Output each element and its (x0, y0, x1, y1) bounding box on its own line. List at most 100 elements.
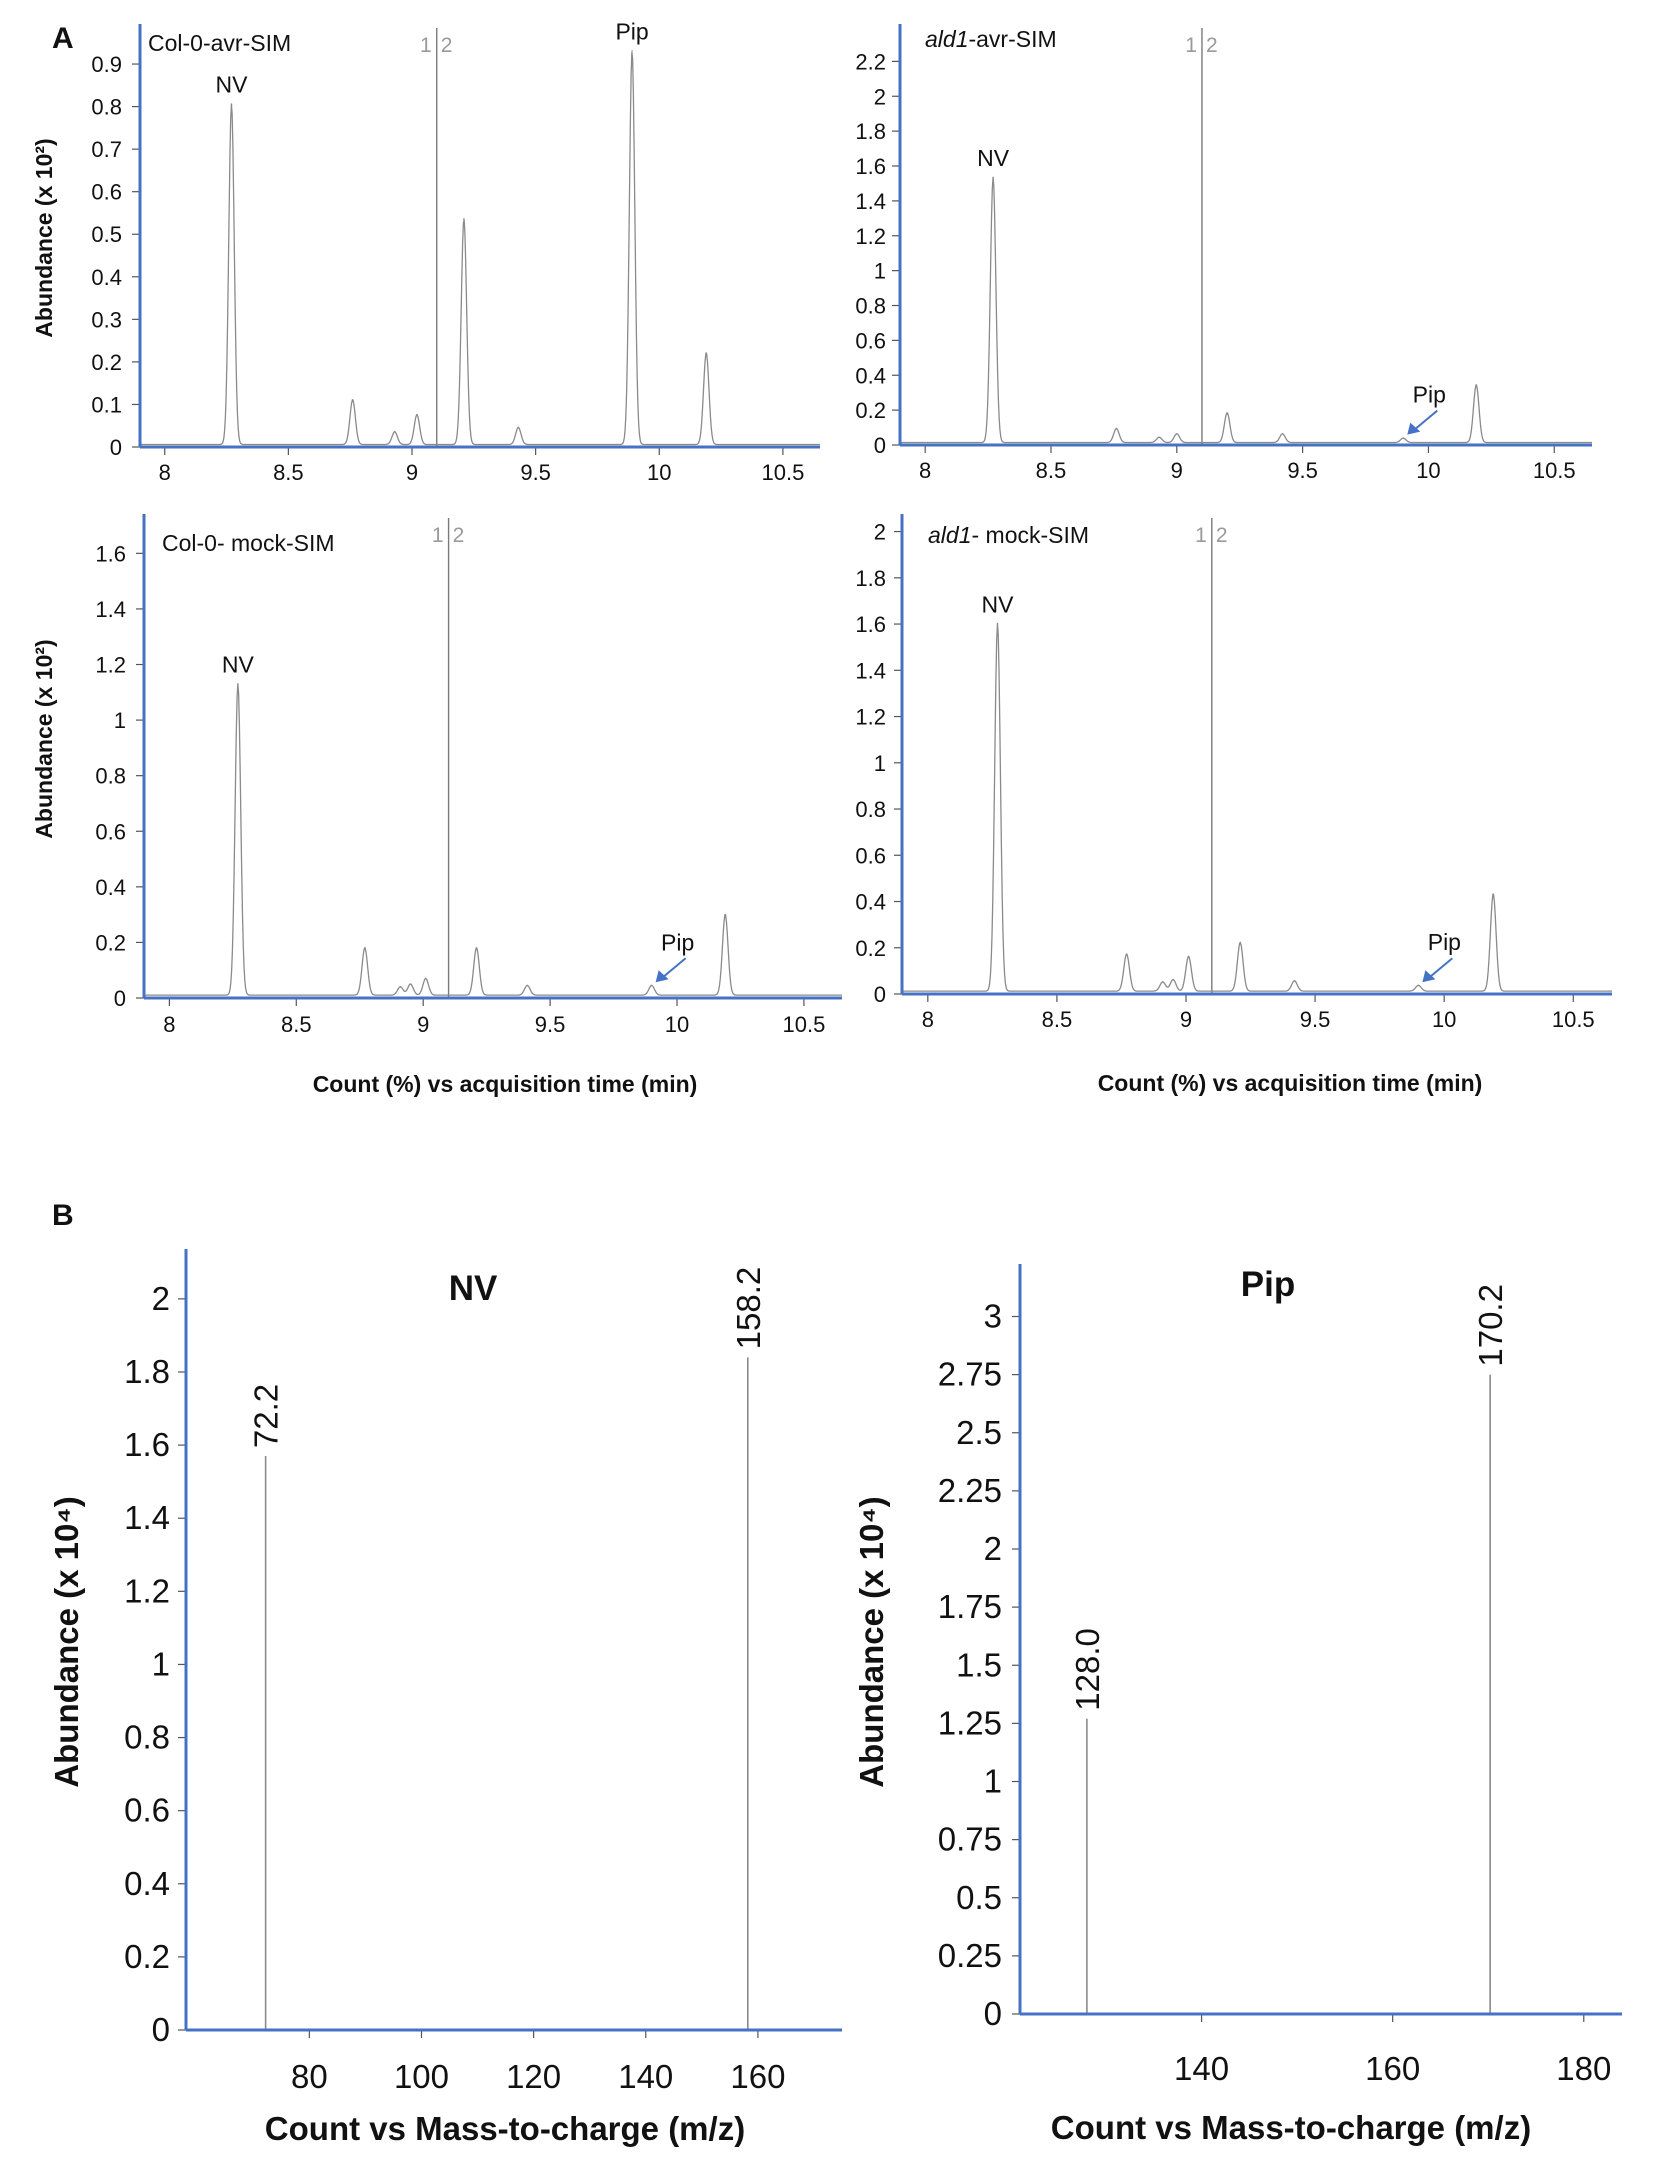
x-tick-label: 9.5 (535, 1012, 566, 1037)
peak-apex (1293, 979, 1296, 982)
y-tick-label: 0.2 (91, 350, 122, 375)
y-tick-label: 1.2 (855, 224, 886, 249)
peak-label: NV (216, 72, 249, 98)
chart-5: Pip Abundance (x 10⁴) Count vs Mass-to-cha… (853, 1264, 1622, 2146)
segment-marker-label-1: 1 (1185, 34, 1197, 57)
x-tick-label: 8.5 (1036, 458, 1067, 483)
y-axis-label: Abundance (x 10²) (31, 138, 57, 337)
chart-title-italic: ald1 (928, 522, 971, 548)
y-tick-label: 1.4 (124, 1499, 170, 1536)
y-tick-label: 0.8 (95, 764, 126, 789)
y-tick-label: 0 (874, 433, 886, 458)
x-tick-label: 8 (919, 458, 931, 483)
x-tick-label: 140 (618, 2058, 673, 2095)
chart-title: Pip (1241, 1265, 1295, 1304)
chromatogram-trace (902, 623, 1612, 992)
y-tick-label: 1.25 (938, 1704, 1002, 1741)
peak-apex (237, 683, 239, 685)
y-tick-label: 2.5 (956, 1414, 1002, 1451)
chart-3: ald1- mock-SIM Count (%) vs acquisition t… (855, 514, 1612, 1096)
x-axis-label: Count vs Mass-to-charge (m/z) (1051, 2109, 1531, 2146)
y-tick-label: 3 (984, 1298, 1002, 1335)
charts-group: Col-0-avr-SIM Abundance (x 10²) 0 0.1 0.2 0.3… (31, 18, 1622, 2147)
y-tick-label: 0 (984, 1995, 1002, 2032)
x-tick-label: 9.5 (520, 460, 551, 485)
y-tick-label: 1.8 (124, 1353, 170, 1390)
peak-apex (1176, 432, 1178, 435)
y-tick-label: 1.6 (124, 1426, 170, 1463)
x-tick-label: 9 (417, 1012, 429, 1037)
y-tick-label: 0.8 (855, 797, 886, 822)
peak-label: NV (977, 145, 1010, 171)
y-tick-label: 0.9 (91, 52, 122, 77)
y-tick-label: 0.6 (91, 180, 122, 205)
y-tick-label: 2.25 (938, 1472, 1002, 1509)
y-tick-label: 1.2 (95, 653, 126, 678)
annotation-arrow (1412, 409, 1438, 432)
y-tick-label: 0.4 (95, 875, 126, 900)
peak-label: Pip (661, 929, 694, 955)
peak-apex (463, 218, 465, 220)
peak-apex (1125, 953, 1128, 955)
y-axis-label: Abundance (x 10⁴) (853, 1496, 890, 1787)
y-tick-label: 1.4 (95, 597, 126, 622)
y-tick-label: 1.5 (956, 1646, 1002, 1683)
segment-marker-label-1: 1 (432, 524, 444, 547)
peak-apex (230, 103, 233, 105)
x-tick-label: 100 (394, 2058, 449, 2095)
y-tick-label: 1 (984, 1763, 1002, 1800)
x-tick-label: 8 (159, 460, 171, 485)
peak-label: Pip (1428, 929, 1461, 955)
y-tick-label: 1 (114, 708, 126, 733)
peak-apex (1239, 941, 1242, 944)
x-tick-label: 8 (922, 1007, 934, 1032)
y-tick-label: 0.4 (91, 265, 122, 290)
annotation-arrow (660, 957, 687, 980)
y-tick-label: 1 (152, 1645, 170, 1682)
y-tick-label: 0.6 (124, 1792, 170, 1829)
y-tick-label: 1.4 (855, 658, 886, 683)
y-tick-label: 1.8 (855, 566, 886, 591)
y-tick-label: 0 (152, 2011, 170, 2048)
y-tick-label: 0.2 (855, 398, 886, 423)
segment-marker-label-2: 2 (1206, 34, 1218, 57)
y-tick-label: 1.6 (855, 154, 886, 179)
peak-apex (1402, 437, 1405, 439)
y-tick-label: 0.6 (855, 328, 886, 353)
segment-marker-label-1: 1 (1195, 524, 1207, 547)
spectrum-peak-label: 72.2 (248, 1384, 285, 1448)
annotation-arrowhead (1407, 422, 1421, 435)
x-tick-label: 9 (406, 460, 418, 485)
x-tick-label: 180 (1556, 2050, 1611, 2087)
chart-title-italic: ald1 (925, 26, 968, 52)
peak-apex (1226, 412, 1228, 414)
peak-label: Pip (615, 18, 648, 44)
segment-marker-label-1: 1 (420, 34, 432, 57)
x-tick-label: 10.5 (1533, 458, 1576, 483)
x-tick-label: 9 (1180, 1007, 1192, 1032)
x-tick-label: 80 (291, 2058, 328, 2095)
y-tick-label: 0.2 (124, 1938, 170, 1975)
chart-2: Col-0- mock-SIM Abundance (x 10²) Count (%… (31, 514, 842, 1097)
peak-apex (1281, 432, 1284, 435)
peak-apex (1187, 955, 1190, 958)
x-tick-label: 160 (730, 2058, 785, 2095)
y-tick-label: 1.2 (855, 705, 886, 730)
y-tick-label: 0.25 (938, 1937, 1002, 1974)
x-tick-label: 10 (665, 1012, 689, 1037)
y-tick-label: 1.2 (124, 1572, 170, 1609)
peak-apex (517, 426, 520, 429)
chart-title: Col-0- mock-SIM (162, 530, 335, 556)
peak-apex (1161, 981, 1164, 983)
y-tick-label: 0.6 (95, 819, 126, 844)
peak-apex (416, 413, 418, 416)
y-tick-label: 0 (114, 986, 126, 1011)
y-tick-label: 2 (152, 1280, 170, 1317)
peak-apex (526, 984, 529, 987)
x-tick-label: 10.5 (761, 460, 804, 485)
y-tick-label: 0.7 (91, 137, 122, 162)
peak-apex (475, 947, 478, 949)
y-tick-label: 2 (984, 1530, 1002, 1567)
x-tick-label: 10 (1432, 1007, 1456, 1032)
